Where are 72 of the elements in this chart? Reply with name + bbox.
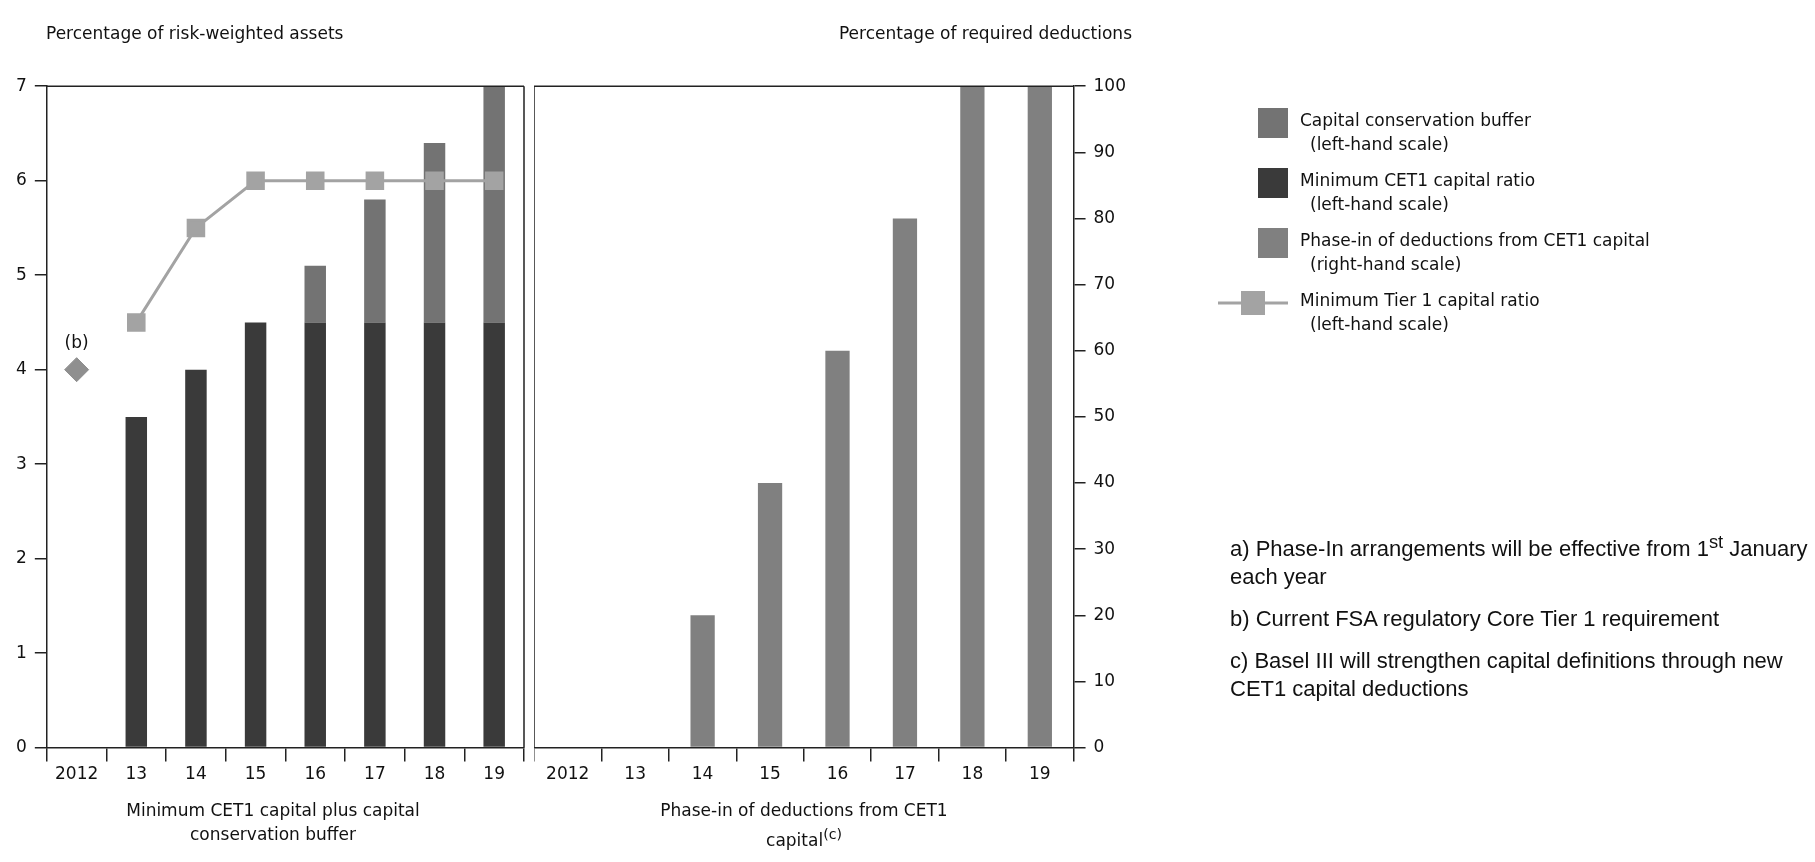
y-tick-label: 5 xyxy=(15,263,27,284)
bar xyxy=(364,199,386,323)
y-tick-label: 2 xyxy=(15,547,27,568)
y-tick-label: 6 xyxy=(15,169,27,190)
y-tick-label: 3 xyxy=(15,452,27,473)
bar xyxy=(960,86,985,747)
bar xyxy=(185,369,207,747)
point xyxy=(365,171,385,190)
text: c) Basel III will strengthen capital definitions through new CET1 capital deductions xyxy=(1230,647,1784,704)
y-axis-title: Percentage of required deductions xyxy=(837,22,1132,44)
x-tick-label: 2012 xyxy=(55,763,99,784)
annotation: (b) xyxy=(64,331,89,352)
x-tick-label: 14 xyxy=(185,763,207,784)
x-tick-label: 14 xyxy=(691,763,714,784)
y-tick-label: 80 xyxy=(1093,206,1116,227)
bar xyxy=(364,322,386,747)
text: b) Current FSA regulatory Core Tier 1 requirement xyxy=(1230,605,1721,634)
x-tick-label: 17 xyxy=(364,763,386,784)
x-tick-label: 16 xyxy=(826,763,849,784)
y-tick-label: 50 xyxy=(1093,405,1116,426)
x-tick-label: 17 xyxy=(894,763,916,784)
text: Phase-in of deductions from CET1 capital (right-hand scale) xyxy=(1300,229,1650,276)
bar xyxy=(483,322,505,747)
x-axis-title: Phase-in of deductions from CET1 capital$^{(c)}$ xyxy=(659,799,949,852)
y-tick-label: 60 xyxy=(1093,339,1116,360)
bar xyxy=(892,218,918,747)
y-tick-label: 0 xyxy=(1093,736,1105,757)
bar xyxy=(757,483,783,747)
point xyxy=(484,171,504,190)
point xyxy=(186,218,206,238)
x-tick-label: 16 xyxy=(304,763,327,784)
bar xyxy=(825,350,850,747)
bar xyxy=(244,322,267,747)
x-tick-label: 15 xyxy=(244,763,267,784)
x-tick-label: 13 xyxy=(624,763,646,784)
x-tick-label: 19 xyxy=(1029,763,1051,784)
bar xyxy=(483,86,505,323)
y-tick-label: 1 xyxy=(15,641,27,662)
y-tick-label: 90 xyxy=(1093,140,1116,161)
x-axis-title: Minimum CET1 capital plus capital conservation buffer xyxy=(125,799,421,846)
point xyxy=(64,357,90,383)
bar xyxy=(423,142,446,323)
point xyxy=(425,171,444,190)
point xyxy=(127,313,146,332)
legend-label: Minimum CET1 capital ratio (left-hand scale) xyxy=(1300,169,1536,216)
x-tick-label: 15 xyxy=(759,763,781,784)
y-tick-label: 10 xyxy=(1093,669,1116,690)
bar xyxy=(125,416,148,747)
legend-label: Capital conservation buffer (left-hand scale) xyxy=(1300,109,1532,156)
bar xyxy=(304,322,326,747)
y-tick-label: 100 xyxy=(1093,74,1127,95)
point xyxy=(305,171,325,190)
bar xyxy=(304,265,326,323)
y-tick-label: 30 xyxy=(1093,537,1116,558)
text: a) Phase-In arrangements will be effective from 1$^{st}$ January each year xyxy=(1230,531,1808,590)
legend-label: Minimum Tier 1 capital ratio (left-hand scale) xyxy=(1300,289,1540,336)
y-tick-label: 4 xyxy=(15,358,27,379)
x-tick-label: 18 xyxy=(423,763,446,784)
x-tick-label: 13 xyxy=(125,763,148,784)
y-tick-label: 20 xyxy=(1093,603,1116,624)
point xyxy=(246,171,265,190)
y-tick-label: 70 xyxy=(1093,273,1116,294)
bar xyxy=(423,322,446,747)
x-tick-label: 2012 xyxy=(546,763,590,784)
bar xyxy=(690,615,715,747)
y-tick-label: 0 xyxy=(15,736,27,757)
x-tick-label: 18 xyxy=(961,763,984,784)
y-axis-title: Percentage of risk-weighted assets xyxy=(46,22,345,44)
y-tick-label: 40 xyxy=(1093,471,1116,492)
bar xyxy=(1027,86,1052,747)
x-tick-label: 19 xyxy=(483,763,505,784)
y-tick-label: 7 xyxy=(15,74,27,95)
